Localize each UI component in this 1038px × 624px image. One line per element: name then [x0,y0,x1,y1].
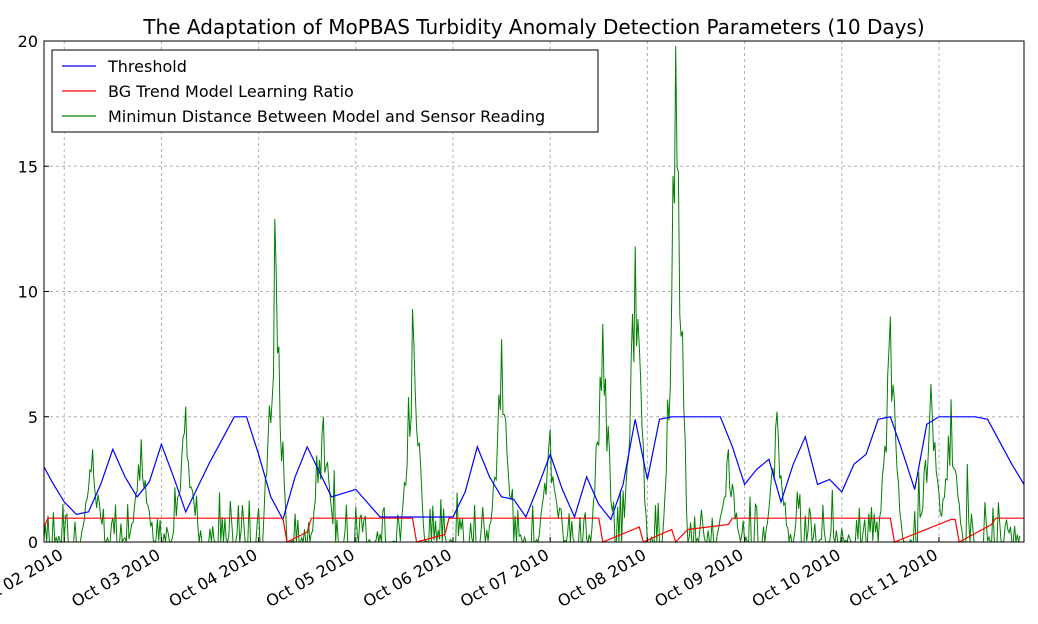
x-tick-label: Oct 04 2010 [165,545,260,611]
legend-label: BG Trend Model Learning Ratio [108,82,354,101]
x-tick-label: Oct 03 2010 [68,545,163,611]
y-tick-label: 0 [28,533,38,552]
y-tick-label: 20 [18,32,38,51]
legend-label: Threshold [107,57,187,76]
grid [44,41,1024,542]
series-line-threshold [43,416,1025,522]
x-tick-label: Oct 09 2010 [651,545,746,611]
legend-label: Minimun Distance Between Model and Senso… [108,107,545,126]
x-ticks: Oct 02 2010 Oct 03 2010 Oct 04 2010 Oct 05 … [0,537,941,611]
legend: Threshold BG Trend Model Learning Ratio Mi… [51,49,599,133]
y-tick-label: 15 [18,157,38,176]
x-tick-label: Oct 08 2010 [554,545,649,611]
legend-box [51,49,599,133]
x-tick-label: Oct 07 2010 [457,545,552,611]
x-tick-label: Oct 05 2010 [263,545,358,611]
y-tick-label: 10 [18,283,38,302]
y-ticks: 0 5 10 15 20 [18,32,49,552]
x-tick-label: Oct 10 2010 [749,545,844,611]
x-tick-label: Oct 02 2010 [0,545,66,611]
x-tick-label: Oct 11 2010 [846,545,941,611]
chart-title: The Adaptation of MoPBAS Turbidity Anoma… [142,15,924,39]
y-tick-label: 5 [28,408,38,427]
x-tick-label: Oct 06 2010 [360,545,455,611]
